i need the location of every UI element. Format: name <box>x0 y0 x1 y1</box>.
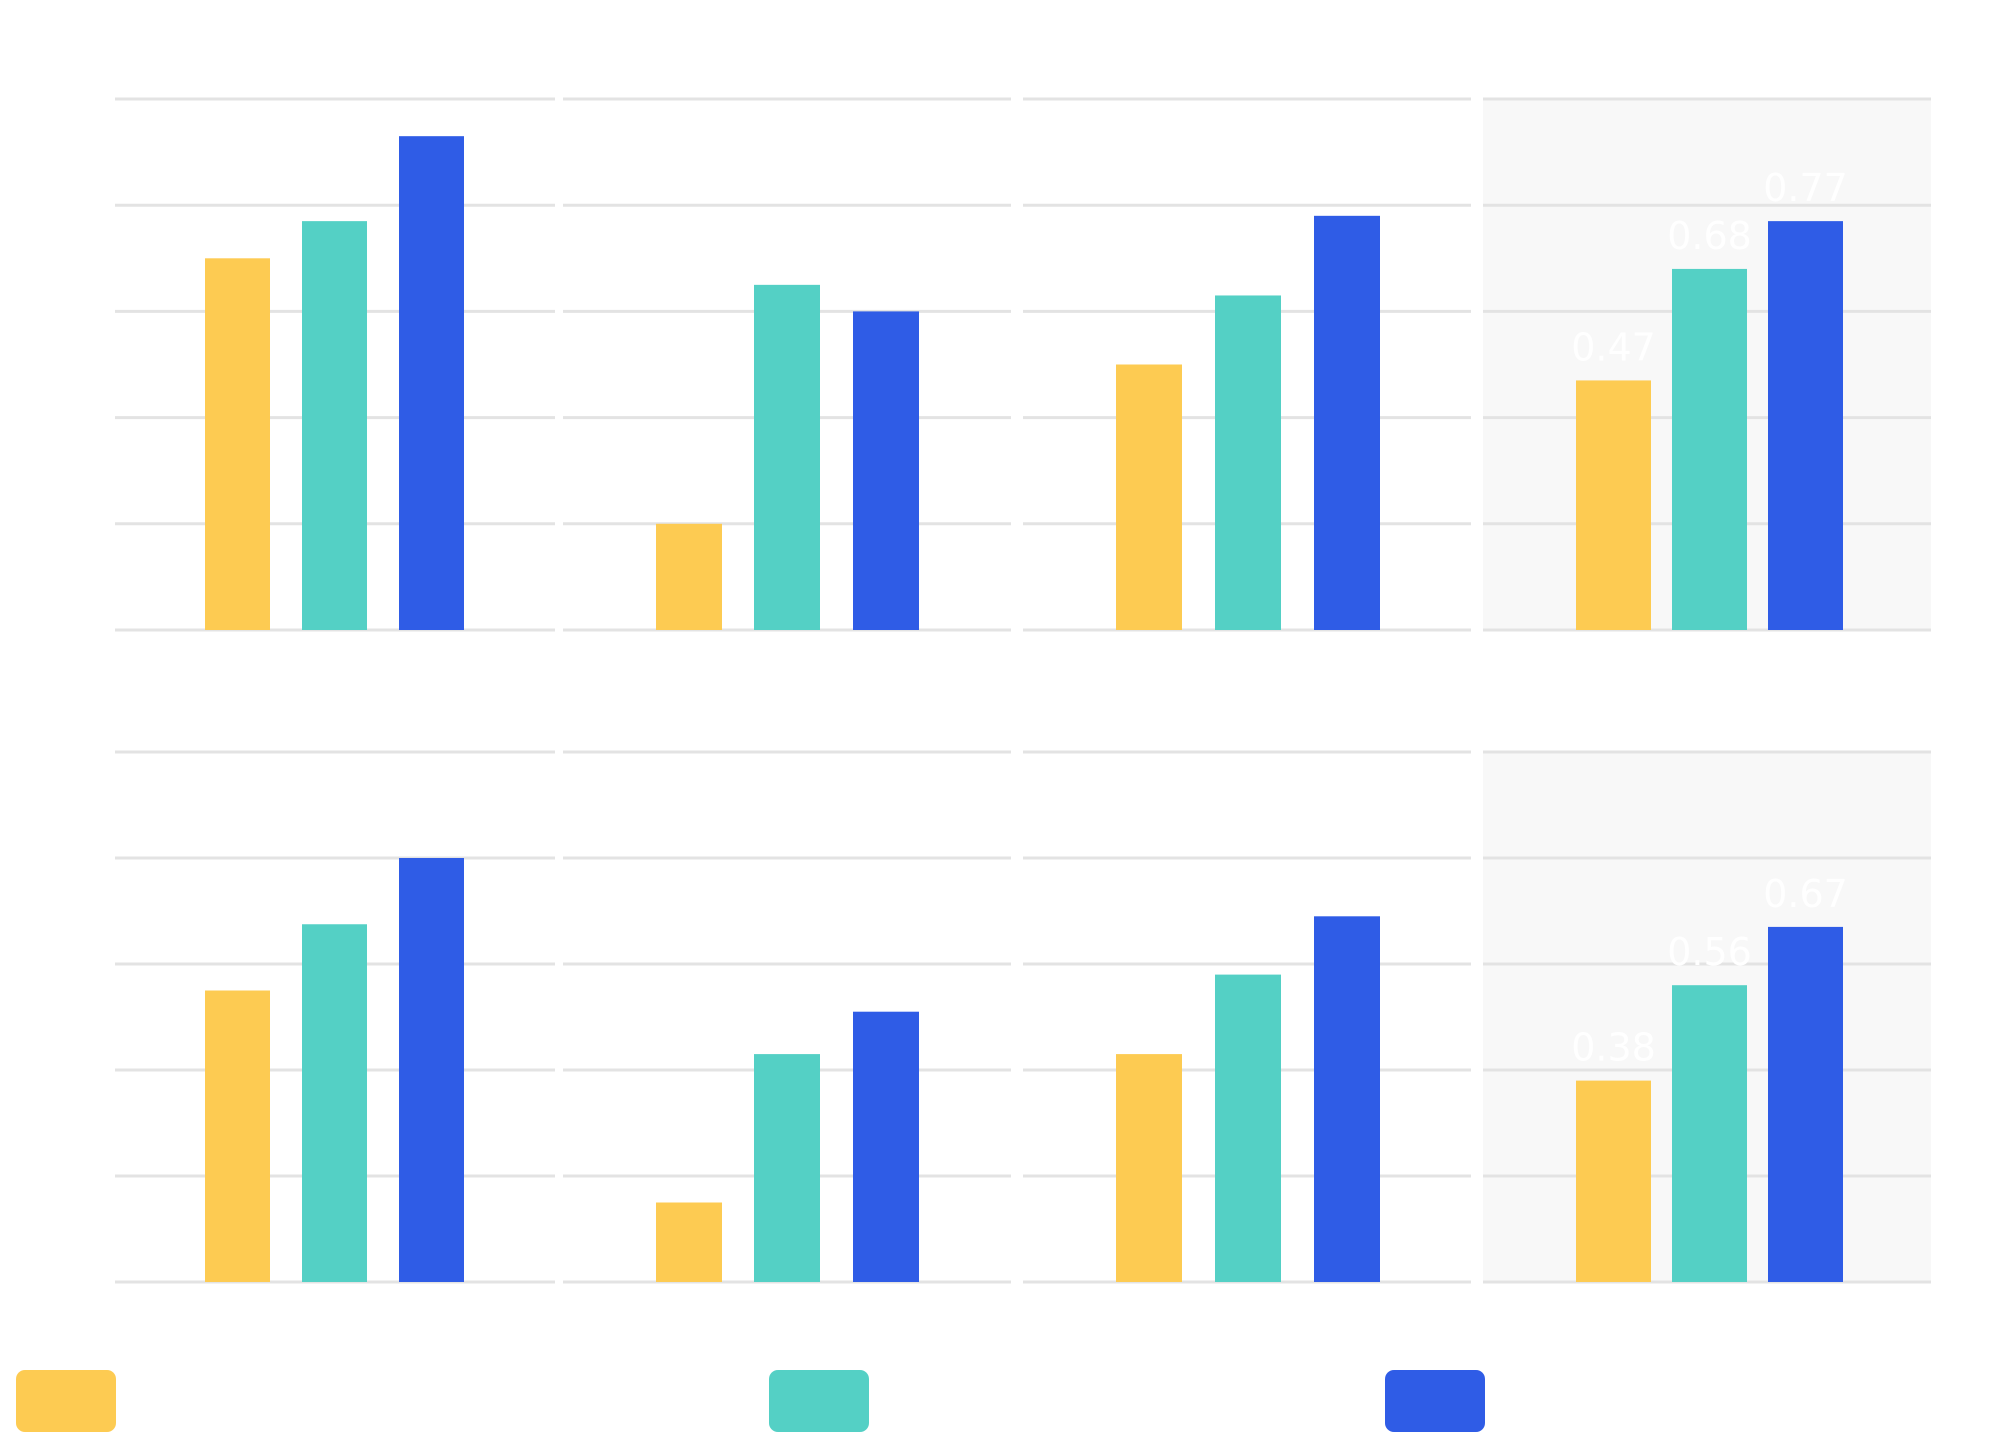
data-label-series-3: 0.77 <box>1763 166 1848 210</box>
legend-swatch-series-1 <box>16 1370 116 1432</box>
chart-panel-r2-p2 <box>563 750 1011 1284</box>
data-label-series-3: 0.67 <box>1763 872 1848 916</box>
bar-series-1 <box>656 1202 722 1282</box>
bar-series-3 <box>399 858 464 1282</box>
bar-series-3 <box>1768 221 1843 630</box>
data-label-series-1: 0.47 <box>1571 325 1656 369</box>
chart-panel-r2-p4: 0.38 0.560.67 <box>1483 750 1931 1284</box>
data-label-series-2: 0.56 <box>1667 930 1752 974</box>
bar-series-1 <box>1116 1054 1182 1282</box>
chart-panel-r1-p1 <box>115 97 555 632</box>
chart-panel-r2-p1 <box>115 750 555 1284</box>
chart-panel-r1-p2 <box>563 97 1011 632</box>
bar-series-1 <box>205 258 270 630</box>
chart-panel-r1-p4: 0.47 0.680.77 <box>1483 97 1931 632</box>
legend-swatch-series-2 <box>769 1370 869 1432</box>
bar-series-1 <box>656 523 722 630</box>
bar-series-3 <box>1314 215 1380 630</box>
bar-series-2 <box>754 284 820 630</box>
bar-series-1 <box>1116 364 1182 630</box>
bar-series-1 <box>1576 1080 1651 1282</box>
bar-series-1 <box>1576 380 1651 630</box>
bar-series-2 <box>1215 295 1281 630</box>
bar-series-3 <box>1768 926 1843 1282</box>
data-label-series-2: 0.68 <box>1667 214 1752 258</box>
bar-series-2 <box>302 221 367 630</box>
data-label-series-1: 0.38 <box>1571 1026 1656 1070</box>
chart-panel-r1-p3 <box>1023 97 1471 632</box>
chart-panel-r2-p3 <box>1023 750 1471 1284</box>
bar-series-3 <box>399 136 464 631</box>
bar-series-2 <box>1215 974 1281 1282</box>
bar-series-2 <box>754 1054 820 1282</box>
bar-series-3 <box>1314 916 1380 1282</box>
bar-series-2 <box>1672 268 1747 630</box>
bar-series-3 <box>853 1011 919 1282</box>
bar-series-2 <box>302 924 367 1282</box>
bar-series-3 <box>853 311 919 630</box>
legend-swatch-series-3 <box>1385 1370 1485 1432</box>
bar-series-1 <box>205 990 270 1282</box>
bar-series-2 <box>1672 985 1747 1282</box>
legend <box>16 1370 1485 1432</box>
